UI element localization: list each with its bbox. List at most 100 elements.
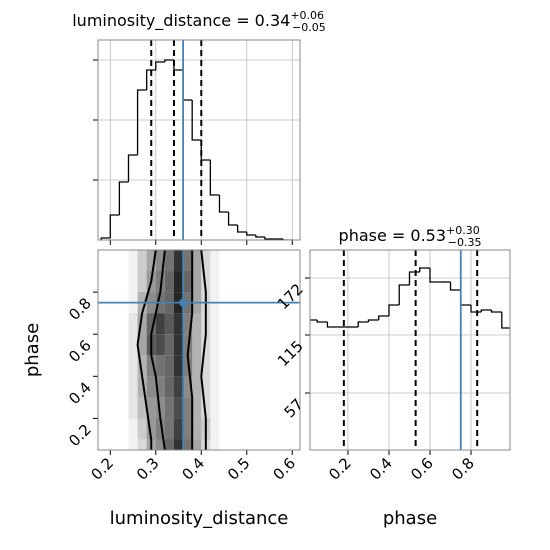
title-sup: +0.30 [446,224,480,237]
contour-line [200,250,207,450]
y-tick-label: 0.8 [65,294,95,324]
panel-frame [97,249,301,451]
density-cell [173,397,184,419]
title-sup: +0.06 [290,9,324,22]
density-cell [155,355,165,377]
density-cell [192,271,202,293]
density-cell [192,250,202,272]
histogram-bin [429,268,441,283]
density-cell [173,376,184,398]
panel-title: phase = 0.53+0.30 −0.35 [339,224,482,249]
density-cell [183,250,193,272]
density-cell [210,439,220,450]
truth-point [179,298,188,307]
density-cell [128,334,138,356]
density-cell [210,313,220,335]
histogram-bin [136,89,147,155]
contour-line [150,250,166,450]
density-cell [128,439,138,450]
y-tick-label: 0.6 [65,336,95,366]
data [310,250,510,450]
histogram-bin [326,322,338,328]
histogram-bin [146,69,156,90]
y-tick-label: 0.4 [65,378,95,408]
density-cell [155,418,165,440]
density-cell [164,334,174,356]
density-cell [164,355,174,377]
density-cell [201,376,211,398]
density-cell [155,376,165,398]
x-tick-label: 0.5 [224,454,254,484]
density-cell [173,313,184,335]
density-cell [201,397,211,419]
panel-title: luminosity_distance = 0.34+0.06 −0.05 [72,9,326,34]
histogram-bin [316,320,328,323]
density-cell [146,313,156,335]
density-cell [137,418,147,440]
histogram-bin [367,319,379,322]
density-cell [137,397,147,419]
histogram-bin [378,315,389,320]
x-tick-label: 0.3 [133,454,163,484]
histogram-bin [501,312,510,329]
density-cell [137,250,147,272]
density-cell [173,334,184,356]
x-tick-label: 0.8 [448,454,478,484]
density-cell [164,271,174,293]
density-cell [137,271,147,293]
histogram-bin [218,195,229,213]
y-tick-label: 115 [274,337,307,370]
density-cell [201,271,211,293]
plot-area [98,40,300,240]
density-cell [192,376,202,398]
title-main: phase = 0.53 [339,226,446,245]
density-cell [146,376,156,398]
x-tick-label: 0.4 [366,454,396,484]
density-cell [164,418,174,440]
density-cell [128,397,138,419]
density-cell [183,271,193,293]
density-cell [146,250,156,272]
density-cell [192,397,202,419]
density-cell [183,313,193,335]
x-axis-label: luminosity_distance [110,508,289,529]
histogram-bin [398,284,410,305]
x-tick-label: 0.2 [88,454,118,484]
panel-frame [309,249,511,451]
panel: 0.2 0.3 0.4 0.5 0.6 0.2 0.4 0.6 0.8 [65,249,301,484]
histogram-bin [200,140,211,161]
histogram-bin [255,235,265,238]
density-cell [137,313,147,335]
histogram-bin [264,237,275,240]
density-cell [128,271,138,293]
title-sub: −0.35 [448,236,482,249]
density-cell [155,397,165,419]
histogram-bin [182,70,193,101]
histogram-bin [100,237,111,240]
histogram-bin [173,60,184,71]
histogram-bin [408,271,420,285]
contour-line [136,250,157,450]
density-cell [210,418,220,440]
density-cell [128,418,138,440]
histogram-bin [155,61,165,70]
density-cell [164,397,174,419]
density-cell [201,355,211,377]
density-cell [137,376,147,398]
histogram-bin [282,239,293,240]
plot-area [310,250,510,450]
title-sub: −0.05 [292,21,326,34]
data [98,250,300,450]
y-tick-label: 172 [274,280,307,313]
histogram-bin [209,160,220,196]
histogram-bin [109,214,120,238]
density-cell [173,250,184,272]
contour-line [186,250,194,450]
panel-frame [97,39,301,241]
density-cell [155,334,165,356]
density-cell [164,376,174,398]
density-cell [183,355,193,377]
density-cell [128,250,138,272]
y-tick-label: 57 [281,395,307,421]
y-tick-label: 0.2 [65,421,95,451]
